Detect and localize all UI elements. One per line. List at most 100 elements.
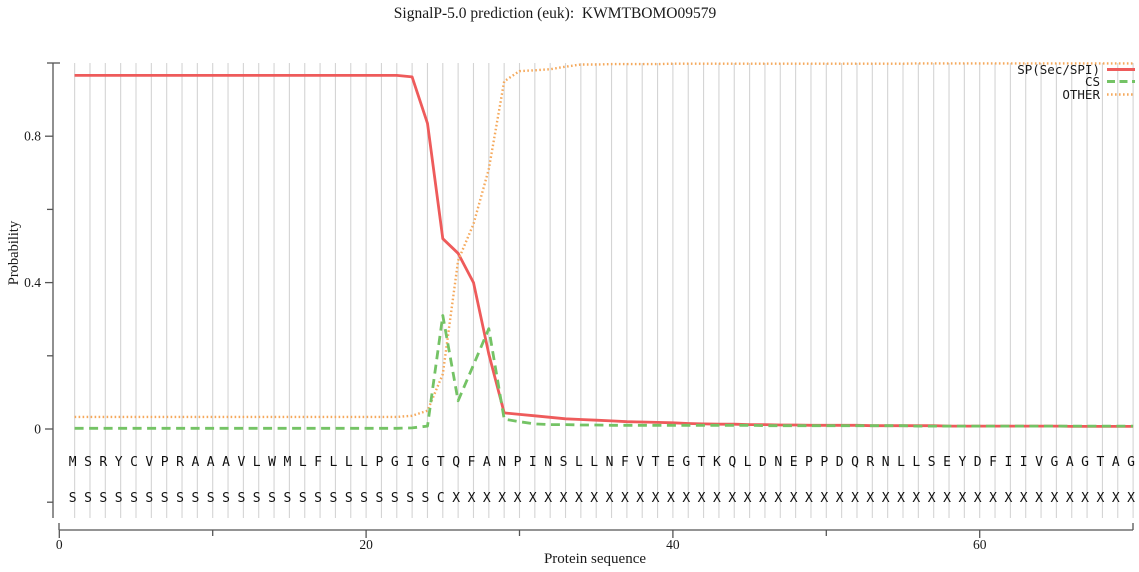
sequence-letter: A: [207, 455, 215, 470]
legend-swatch-cs-line: [1107, 80, 1135, 84]
annotation-letter: S: [222, 491, 230, 506]
annotation-letter: X: [790, 491, 798, 506]
series-line-sp-sec-spi: [74, 74, 1134, 428]
sequence-letter: R: [176, 455, 184, 470]
sequence-letter: G: [1050, 455, 1058, 470]
annotation-letter: X: [989, 491, 997, 506]
sequence-letter: Q: [728, 455, 736, 470]
axes: [45, 62, 1134, 538]
annotation-letter: X: [836, 491, 844, 506]
annotation-letter: X: [897, 491, 905, 506]
legend-item-sp: SP(Sec/SPI): [930, 61, 1136, 77]
x-tick-label: 40: [666, 537, 680, 552]
sequence-letter: I: [406, 455, 414, 470]
sequence-letter: M: [283, 455, 291, 470]
annotation-letter: S: [99, 491, 107, 506]
gridlines: [74, 63, 1134, 518]
annotation-letter: X: [1035, 491, 1043, 506]
sequence-letter: E: [790, 455, 798, 470]
sequence-letter: T: [698, 455, 706, 470]
annotation-letter: S: [406, 491, 414, 506]
sequence-letter: N: [498, 455, 506, 470]
annotation-letter: X: [958, 491, 966, 506]
sequence-letter: P: [514, 455, 522, 470]
annotation-letter: X: [744, 491, 752, 506]
annotation-letter: S: [314, 491, 322, 506]
annotation-letter: X: [606, 491, 614, 506]
annotation-letter: S: [391, 491, 399, 506]
sequence-letter: I: [1020, 455, 1028, 470]
y-tick-label: 0.8: [24, 129, 41, 144]
annotation-letter: X: [667, 491, 675, 506]
sequence-letter: G: [422, 455, 430, 470]
legend-item-other: OTHER: [930, 87, 1136, 102]
sequence-letter: Q: [851, 455, 859, 470]
sequence-letter: S: [84, 455, 92, 470]
annotation-letter: S: [191, 491, 199, 506]
annotation-letter: X: [943, 491, 951, 506]
x-tick-label: 0: [56, 537, 63, 552]
annotation-letter: X: [636, 491, 644, 506]
sequence-letter: S: [928, 455, 936, 470]
annotation-letter: X: [590, 491, 598, 506]
annotation-letter: X: [1004, 491, 1012, 506]
annotation-letter: S: [330, 491, 338, 506]
sequence-letter: F: [621, 455, 629, 470]
x-tick-label: 20: [359, 537, 373, 552]
sequence-letter: P: [820, 455, 828, 470]
x-axis-label: Protein sequence: [543, 551, 647, 567]
sequence-letter: C: [130, 455, 138, 470]
sequence-letter: L: [912, 455, 920, 470]
sequence-letter: P: [805, 455, 813, 470]
annotation-letter: X: [698, 491, 706, 506]
annotation-letter: X: [728, 491, 736, 506]
annotation-letter: X: [1097, 491, 1105, 506]
sequence-letter: D: [974, 455, 982, 470]
sequence-letter: V: [237, 455, 245, 470]
sequence-letter: L: [345, 455, 353, 470]
sequence-letter: P: [161, 455, 169, 470]
annotation-letter: X: [759, 491, 767, 506]
sequence-letter: A: [222, 455, 230, 470]
annotation-letter: S: [176, 491, 184, 506]
annotation-letter: X: [468, 491, 476, 506]
annotation-letter: S: [115, 491, 123, 506]
sequence-letter: Y: [115, 455, 123, 470]
legend-swatch-other-line: [1107, 93, 1135, 96]
annotation-letter: S: [84, 491, 92, 506]
annotation-letter: X: [1112, 491, 1120, 506]
annotation-letter: X: [498, 491, 506, 506]
sequence-letter: L: [575, 455, 583, 470]
y-tick-label: 0.4: [24, 275, 41, 290]
annotation-letter: X: [544, 491, 552, 506]
sequence-letter: L: [330, 455, 338, 470]
tick-labels: 0 0.4 0.8 0 20 40 60: [24, 129, 987, 552]
sequence-letter: M: [69, 455, 77, 470]
annotation-letter: X: [974, 491, 982, 506]
legend-label-cs: CS: [1084, 74, 1100, 90]
series-line-other: [74, 62, 1134, 419]
sequence-letter: S: [560, 455, 568, 470]
annotation-letter: S: [161, 491, 169, 506]
sequence-letter: I: [529, 455, 537, 470]
sequence-letter: D: [836, 455, 844, 470]
annotation-letter: S: [360, 491, 368, 506]
annotation-letter: S: [283, 491, 291, 506]
chart-title: SignalP-5.0 prediction (euk): KWMTBOMO09…: [393, 5, 717, 22]
annotation-letter: S: [145, 491, 153, 506]
annotation-letter: X: [652, 491, 660, 506]
sequence-letter: W: [268, 455, 276, 470]
annotation-letter: S: [207, 491, 215, 506]
x-tick-label: 60: [973, 537, 987, 552]
sequence-letter: A: [1066, 455, 1074, 470]
sequence-letter: N: [774, 455, 782, 470]
legend-label-sp: SP(Sec/SPI): [1017, 61, 1100, 77]
legend: SP(Sec/SPI) CS OTHER: [930, 61, 1136, 102]
annotation-letter: S: [376, 491, 384, 506]
sequence-letter: N: [544, 455, 552, 470]
sequence-letter: V: [1035, 455, 1043, 470]
sequence-letter: N: [606, 455, 614, 470]
sequence-letter: G: [391, 455, 399, 470]
sequence-letter: T: [437, 455, 445, 470]
